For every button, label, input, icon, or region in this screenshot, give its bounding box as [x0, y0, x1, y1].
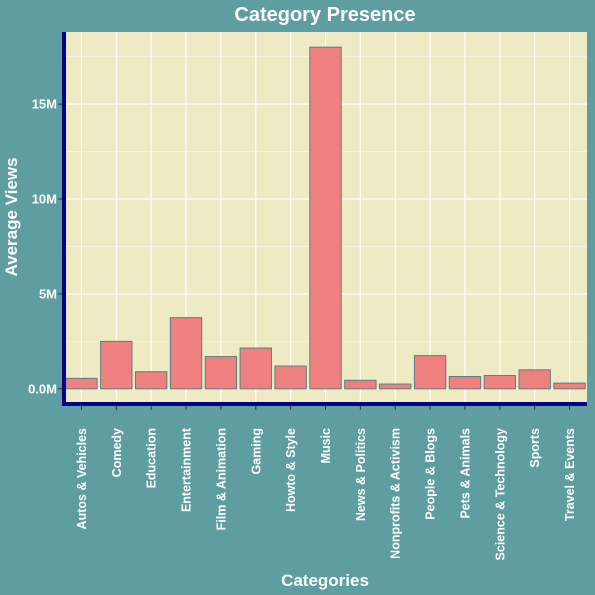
grid-major — [64, 32, 587, 404]
x-tick-label: Film & Animation — [214, 428, 228, 530]
chart-title: Category Presence — [234, 4, 415, 26]
x-tick-label: Pets & Animals — [458, 428, 472, 519]
x-tick-label: Entertainment — [180, 427, 194, 512]
x-tick-label: Music — [319, 428, 333, 463]
x-tick-label: Howto & Style — [284, 428, 298, 512]
bar — [448, 375, 482, 390]
bar — [204, 356, 238, 390]
bar — [274, 365, 307, 390]
y-tick-label: 0.0M — [28, 381, 57, 396]
x-tick-label: Comedy — [110, 428, 124, 477]
bar — [100, 340, 133, 390]
x-tick-label: Travel & Events — [563, 428, 577, 521]
y-tick-label: 15M — [32, 97, 57, 112]
x-tick-label: Autos & Vehicles — [75, 428, 89, 529]
x-tick-label: Sports — [528, 428, 542, 468]
x-tick-label: Gaming — [249, 428, 263, 475]
bar — [169, 317, 203, 390]
bar — [65, 377, 98, 390]
bar — [413, 355, 447, 390]
y-tick-label: 5M — [39, 286, 57, 301]
y-axis-title: Average Views — [2, 157, 21, 276]
bar — [553, 382, 586, 390]
x-ticks: Autos & Vehicles Comedy Education Entertain… — [75, 406, 577, 560]
bar — [239, 347, 272, 390]
x-tick-label: Education — [145, 428, 159, 488]
bar — [134, 371, 168, 390]
x-tick-label: People & Blogs — [424, 428, 438, 520]
x-tick-label: Nonprofits & Activism — [389, 428, 403, 559]
bar — [379, 383, 412, 390]
bar — [344, 379, 377, 390]
x-axis-title: Categories — [281, 571, 369, 590]
bars — [65, 46, 586, 390]
y-ticks: 0.0M 5M 10M 15M — [28, 97, 62, 396]
bar — [483, 375, 517, 390]
bar — [518, 369, 551, 390]
bar — [309, 46, 342, 390]
x-tick-label: Science & Technology — [493, 428, 507, 560]
y-tick-label: 10M — [32, 192, 57, 207]
x-tick-label: News & Politics — [354, 428, 368, 521]
